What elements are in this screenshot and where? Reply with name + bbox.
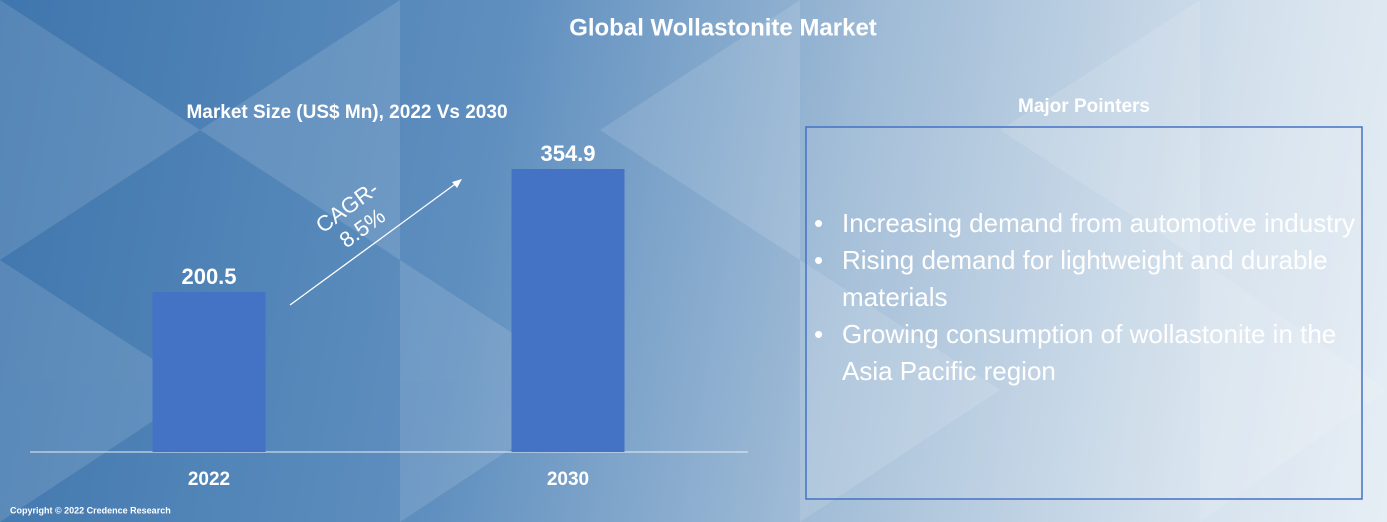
cagr-arrowhead bbox=[452, 179, 462, 188]
bar bbox=[511, 169, 625, 452]
page-title: Global Wollastonite Market bbox=[569, 14, 877, 41]
copyright: Copyright © 2022 Credence Research bbox=[10, 505, 171, 515]
pointer-item: Growing consumption of wollastonite in t… bbox=[814, 316, 1372, 390]
x-tick-label: 2022 bbox=[188, 469, 230, 490]
bar bbox=[152, 292, 266, 452]
value-label: 354.9 bbox=[540, 141, 595, 166]
x-tick-label: 2030 bbox=[547, 469, 589, 490]
cagr-arrow bbox=[289, 181, 459, 306]
pointers-list: Increasing demand from automotive indust… bbox=[812, 205, 1372, 390]
chart-title: Market Size (US$ Mn), 2022 Vs 2030 bbox=[186, 102, 507, 123]
pointer-item: Increasing demand from automotive indust… bbox=[814, 205, 1372, 242]
value-label: 200.5 bbox=[181, 264, 236, 289]
pointers-title: Major Pointers bbox=[1018, 96, 1150, 117]
pointer-item: Rising demand for lightweight and durabl… bbox=[814, 242, 1372, 316]
